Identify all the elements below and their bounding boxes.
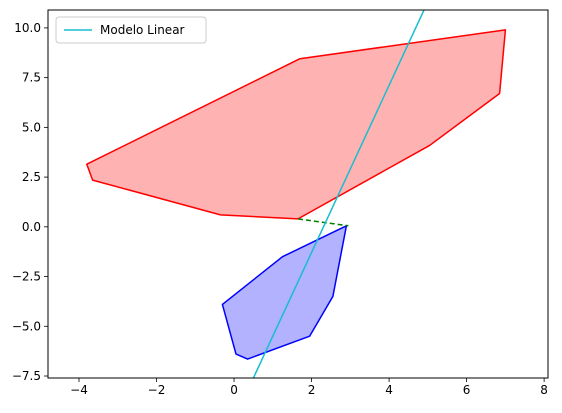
y-axis: −7.5 −5.0 −2.5 0.0 2.5 5.0 7.5 10.0 <box>12 21 48 383</box>
x-tick-label: 0 <box>230 383 238 397</box>
x-tick-label: 6 <box>463 383 471 397</box>
series-line-modelo-linear <box>252 10 425 378</box>
y-tick-label: 10.0 <box>14 21 41 35</box>
y-tick-label: 2.5 <box>22 170 41 184</box>
y-tick-label: 7.5 <box>22 71 41 85</box>
legend-label: Modelo Linear <box>100 23 185 37</box>
polygon-2 <box>221 225 348 360</box>
x-tick-label: 2 <box>308 383 316 397</box>
y-tick-label: −5.0 <box>12 319 41 333</box>
y-tick-label: −7.5 <box>12 369 41 383</box>
x-tick-label: −4 <box>70 383 88 397</box>
y-tick-label: −2.5 <box>12 270 41 284</box>
axes-frame <box>47 9 549 379</box>
x-tick-label: 4 <box>385 383 393 397</box>
x-axis: −4 −2 0 2 4 6 8 <box>70 378 548 397</box>
x-tick-label: −2 <box>148 383 166 397</box>
x-tick-label: 8 <box>540 383 548 397</box>
y-tick-label: 5.0 <box>22 120 41 134</box>
plot-content <box>86 10 507 378</box>
polygon-1 <box>86 29 507 220</box>
dashed-line-3 <box>297 218 349 227</box>
y-tick-label: 0.0 <box>22 220 41 234</box>
legend-box <box>55 16 207 44</box>
legend: Modelo Linear <box>55 16 207 44</box>
